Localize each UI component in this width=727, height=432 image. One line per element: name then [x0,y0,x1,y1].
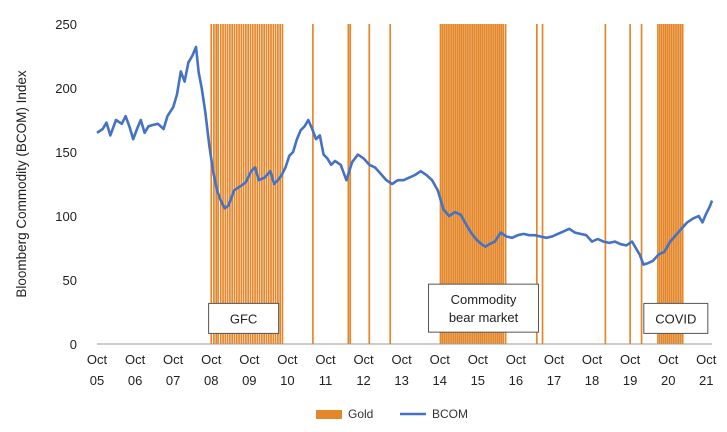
annotations: GFC Commodity bear market COVID [208,283,709,334]
annotation-box-2 [643,302,709,334]
x-tick-label-0-year: 05 [90,373,104,388]
legend-label-1: BCOM [432,407,468,421]
x-tick-label-4-year: 09 [242,373,256,388]
annotation-box-0 [208,302,280,334]
x-tick-label-2-year: 07 [166,373,180,388]
x-tick-label-0-month: Oct [87,352,108,367]
x-tick-label-3-year: 08 [204,373,218,388]
annotation-2: COVID [643,302,709,334]
x-tick-label-5-year: 10 [280,373,294,388]
x-tick-label-7-year: 12 [356,373,370,388]
x-tick-label-11-month: Oct [506,352,527,367]
annotation-0: GFC [208,302,280,334]
y-tick-label-50: 50 [63,273,77,288]
annotation-1: Commodity bear market [428,283,540,333]
x-tick-label-7-month: Oct [353,352,374,367]
x-tick-label-6-year: 11 [319,373,333,388]
x-tick-label-9-year: 14 [432,373,446,388]
x-tick-label-11-year: 16 [509,373,523,388]
y-axis-label: Bloomberg Commodity (BCOM) Index [14,70,29,298]
legend-swatch-0 [316,410,342,419]
x-axis-ticks: Oct 05 Oct 06 Oct 07 Oct 08 Oct 09 Oct 10 Oct 11 Oct 12… [87,352,717,388]
x-tick-label-2-month: Oct [163,352,184,367]
x-tick-label-8-year: 13 [394,373,408,388]
x-tick-label-15-month: Oct [658,352,679,367]
annotation-text-2-0: COVID [655,311,696,326]
annotation-text-1-1: bear market [449,310,519,325]
x-tick-label-12-month: Oct [544,352,565,367]
x-tick-label-1-month: Oct [125,352,146,367]
x-tick-label-16-month: Oct [696,352,717,367]
x-tick-label-13-month: Oct [582,352,603,367]
annotation-text-1-0: Commodity [451,292,517,307]
y-tick-label-0: 0 [70,337,77,352]
y-axis-ticks: 0 50 100 150 200 250 [55,17,77,352]
x-tick-label-10-month: Oct [468,352,489,367]
legend-label-0: Gold [348,407,373,421]
y-tick-label-250: 250 [55,17,77,32]
y-tick-label-100: 100 [55,209,77,224]
x-tick-label-8-month: Oct [392,352,413,367]
x-tick-label-15-year: 20 [661,373,675,388]
x-tick-label-13-year: 18 [585,373,599,388]
x-tick-label-4-month: Oct [239,352,260,367]
x-tick-label-14-month: Oct [620,352,641,367]
x-tick-label-16-year: 21 [699,373,713,388]
legend: Gold BCOM [316,407,468,421]
x-tick-label-10-year: 15 [471,373,485,388]
bcom-series-line [96,45,714,266]
x-tick-label-5-month: Oct [277,352,298,367]
annotation-text-0-0: GFC [230,311,257,326]
x-tick-label-3-month: Oct [201,352,222,367]
x-tick-label-9-month: Oct [430,352,451,367]
x-tick-label-6-month: Oct [315,352,336,367]
x-tick-label-14-year: 19 [623,373,637,388]
y-tick-label-150: 150 [55,145,77,160]
x-tick-label-1-year: 06 [128,373,142,388]
y-tick-label-200: 200 [55,81,77,96]
annotation-box-1 [428,283,540,333]
x-tick-label-12-year: 17 [547,373,561,388]
